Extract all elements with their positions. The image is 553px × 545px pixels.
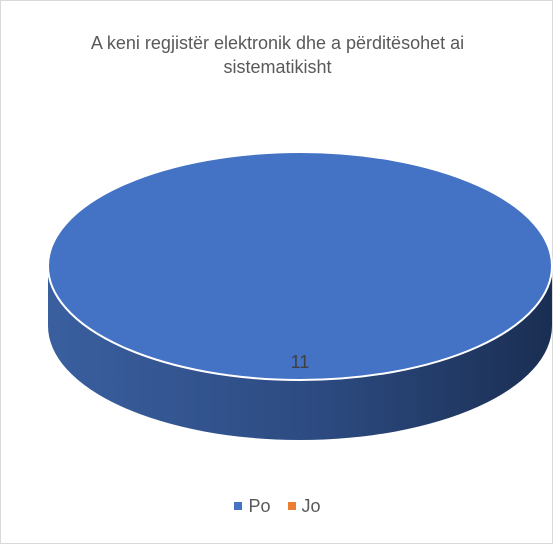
legend-label-jo: Jo (301, 495, 321, 516)
legend-item-po: Po (234, 495, 271, 517)
pie-slice-po-side (48, 266, 552, 440)
legend-item-jo: Jo (287, 495, 321, 517)
legend: Po Jo (1, 494, 553, 517)
legend-swatch-jo (287, 502, 296, 510)
legend-label-po: Po (248, 495, 271, 516)
chart-title-line-1: A keni regjistër elektronik dhe a përdit… (90, 33, 465, 53)
pie-slice-po (47, 151, 553, 381)
chart-title: A keni regjistër elektronik dhe a përdit… (31, 31, 524, 79)
legend-swatch-po (234, 502, 243, 510)
chart-title-line-2: sistematikisht (223, 57, 332, 77)
data-label-po: 11 (291, 352, 310, 372)
